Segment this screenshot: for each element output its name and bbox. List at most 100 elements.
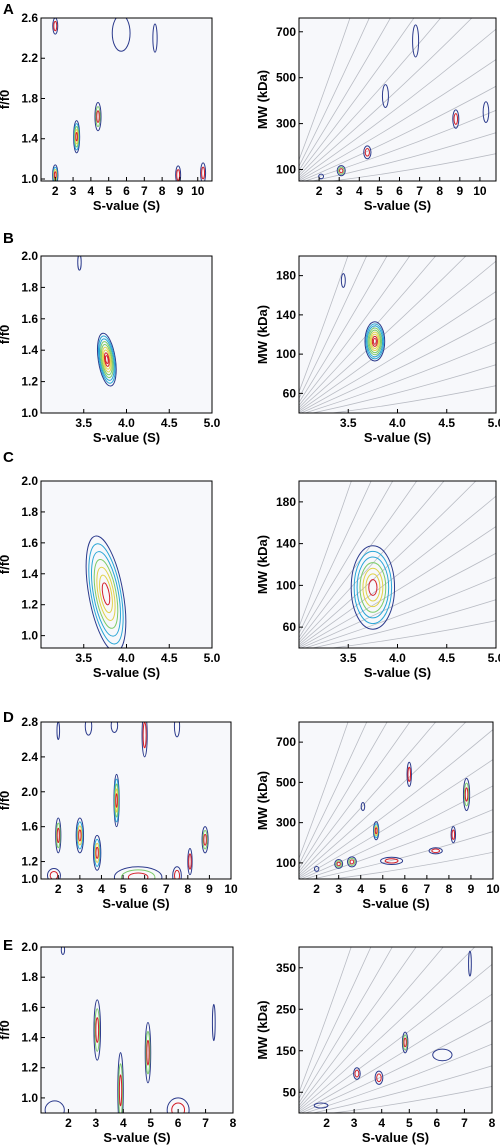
x-tick-label: 7 [424, 882, 431, 896]
guide-line [310, 599, 496, 648]
guide-line [299, 481, 372, 635]
guide-line [310, 364, 496, 413]
contour-ring [462, 777, 471, 812]
contour-ring [364, 148, 370, 157]
contour-ring [85, 535, 127, 648]
guide-line [299, 85, 496, 181]
x-tick-label: 9 [206, 882, 213, 896]
guide-line [299, 18, 351, 162]
x-tick-label: 3 [351, 1116, 358, 1130]
contour-ring [173, 722, 181, 738]
guide-line [311, 1065, 492, 1113]
panel-letter-d: D [3, 709, 14, 726]
contour-ring [166, 1097, 190, 1113]
guide-line [299, 722, 388, 870]
x-tick-label: 4 [356, 184, 363, 198]
y-axis-label: MW (kDa) [255, 535, 270, 594]
x-tick-label: 3.5 [75, 651, 92, 665]
contour-ring [203, 833, 207, 846]
contour-ring [103, 352, 110, 367]
contour-ring [95, 846, 99, 859]
guide-line [299, 256, 368, 400]
contour-ring [403, 1037, 407, 1048]
contour-ring [73, 123, 80, 151]
contour-ring [359, 562, 387, 613]
x-tick-label: 4.5 [161, 416, 178, 430]
x-tick-label: 3 [336, 184, 343, 198]
y-tick-label: 1.2 [21, 375, 38, 389]
contour-ring [118, 1063, 123, 1113]
contour-ring [97, 335, 116, 384]
contour-ring [318, 173, 325, 180]
contour-ring [98, 338, 115, 381]
plot-frame-a-right [298, 17, 497, 182]
y-tick-label: 150 [276, 1044, 296, 1058]
x-tick-label: 5.0 [204, 651, 221, 665]
contour-ring [369, 331, 380, 352]
contour-ring [463, 782, 470, 807]
x-tick-label: 4 [357, 882, 364, 896]
y-tick-label: 1.8 [21, 505, 38, 519]
contour-ring [172, 866, 182, 879]
y-tick-label: 1.6 [21, 820, 38, 834]
guide-line [299, 722, 437, 875]
contour-ring [364, 321, 386, 362]
panel-letter-b: B [3, 230, 14, 247]
x-tick-label: 3 [335, 882, 342, 896]
contour-ring [101, 582, 111, 606]
plot-frame-d-left [40, 721, 232, 880]
y-tick-label: 1.0 [21, 872, 38, 886]
x-tick-label: 10 [191, 184, 205, 198]
y-tick-label: 1.6 [21, 536, 38, 550]
guide-line [299, 256, 349, 394]
y-tick-label: 140 [276, 537, 296, 551]
contour-ring [96, 566, 116, 621]
y-tick-label: 1.0 [21, 406, 38, 420]
contour-ring [363, 145, 372, 160]
contour-ring [464, 787, 469, 802]
y-axis-label: f/f0 [0, 1020, 12, 1040]
x-tick-label: 5 [120, 882, 127, 896]
y-tick-label: 1.4 [21, 1031, 38, 1045]
contour-ring [313, 866, 320, 872]
x-tick-label: 2 [65, 1116, 72, 1130]
x-tick-label: 7 [163, 882, 170, 896]
y-tick-label: 1.2 [21, 855, 38, 869]
contour-ring [188, 853, 192, 870]
guide-line [329, 385, 496, 413]
x-tick-label: 8 [184, 882, 191, 896]
contour-ring [372, 337, 377, 345]
contour-ring [94, 1008, 101, 1052]
y-tick-label: 100 [276, 856, 296, 870]
contour-ring [384, 858, 399, 864]
y-tick-label: 2.2 [21, 51, 38, 65]
contour-ring [55, 822, 61, 849]
x-tick-label: 5 [406, 1116, 413, 1130]
chart-d-right: 2 3 4 5 6 7 8 9 10 100 300 500 700 S-value (S) MW (kDa… [255, 721, 500, 911]
plot-area-c-right [299, 481, 496, 648]
x-tick-label: 8 [230, 1116, 237, 1130]
guide-line [299, 18, 415, 175]
y-tick-label: 700 [276, 735, 296, 749]
contour-ring [93, 999, 102, 1061]
guide-line [299, 18, 370, 168]
x-tick-label: 4 [98, 882, 105, 896]
contour-ring [353, 1067, 361, 1080]
y-tick-label: 60 [283, 386, 297, 400]
y-axis-label: f/f0 [0, 791, 12, 811]
y-axis-label: MW (kDa) [255, 1000, 270, 1059]
x-axis-label: S-value (S) [93, 430, 160, 445]
y-axis-label: MW (kDa) [255, 305, 270, 364]
contour-ring [175, 165, 182, 181]
chart-b-left: 3.5 4.0 4.5 5.0 1.0 1.2 1.4 1.6 1.8 2.0 S-value (S… [0, 249, 221, 445]
x-tick-label: 5.0 [204, 416, 221, 430]
chart-a-right: 2 3 4 5 6 7 8 9 10 100 300 500 700 S-value (S) MW (kDa… [255, 17, 497, 213]
contour-ring [52, 18, 59, 35]
x-tick-label: 10 [486, 882, 500, 896]
y-tick-label: 100 [276, 163, 296, 177]
guide-line [299, 722, 349, 860]
x-tick-label: 3.5 [340, 416, 357, 430]
contour-ring [187, 847, 193, 876]
guide-line [299, 18, 442, 177]
contour-ring [334, 858, 344, 869]
